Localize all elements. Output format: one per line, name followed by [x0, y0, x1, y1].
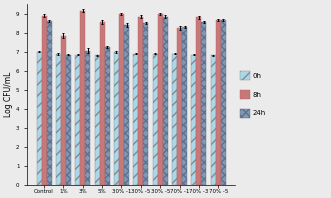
Bar	[61, 35, 66, 185]
Bar	[47, 21, 52, 185]
Bar	[172, 54, 177, 185]
Bar	[163, 16, 168, 185]
Bar	[138, 16, 143, 185]
Bar	[85, 51, 90, 185]
Bar	[143, 23, 148, 185]
Bar	[66, 54, 71, 185]
Bar	[211, 55, 216, 185]
Bar	[95, 55, 100, 185]
Bar	[216, 20, 221, 185]
Legend: 0h, 8h, 24h: 0h, 8h, 24h	[239, 70, 267, 119]
Bar	[119, 14, 124, 185]
Bar	[182, 27, 187, 185]
Bar	[153, 54, 158, 185]
Bar	[114, 52, 119, 185]
Bar	[42, 16, 47, 185]
Bar	[36, 52, 42, 185]
Bar	[124, 25, 129, 185]
Bar	[158, 14, 163, 185]
Bar	[221, 20, 226, 185]
Bar	[105, 47, 110, 185]
Bar	[56, 54, 61, 185]
Bar	[191, 54, 196, 185]
Bar	[100, 22, 105, 185]
Bar	[75, 54, 80, 185]
Bar	[80, 11, 85, 185]
Bar	[201, 22, 207, 185]
Bar	[133, 54, 138, 185]
Y-axis label: Log CFU/mL: Log CFU/mL	[4, 72, 13, 117]
Bar	[196, 17, 201, 185]
Bar	[177, 28, 182, 185]
